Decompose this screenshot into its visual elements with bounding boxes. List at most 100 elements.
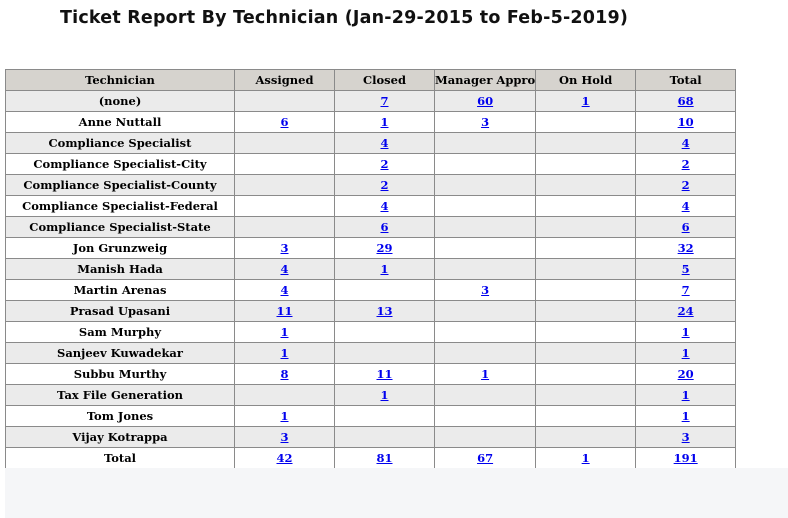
total-count-link[interactable]: 20 <box>677 367 694 381</box>
on-hold-cell <box>535 153 637 175</box>
total-cell: 4 <box>635 132 737 154</box>
table-row: Manish Hada 4 1 5 <box>5 258 737 280</box>
assigned-cell <box>234 195 335 217</box>
assigned-count-link[interactable]: 3 <box>280 430 289 444</box>
manager-appro-count-link[interactable]: 60 <box>477 94 494 108</box>
closed-count-link[interactable]: 6 <box>380 220 389 234</box>
total-cell: 68 <box>635 90 737 112</box>
manager-appro-cell: 1 <box>433 363 537 385</box>
technician-name-cell: Sam Murphy <box>5 321 235 343</box>
closed-count-link[interactable]: 1 <box>380 262 389 276</box>
closed-count-link[interactable]: 4 <box>380 136 389 150</box>
ticket-report-table: Technician Assigned Closed Manager Appro… <box>5 69 737 469</box>
total-count-link[interactable]: 4 <box>681 199 690 213</box>
manager-appro-cell <box>433 321 537 343</box>
total-count-link[interactable]: 7 <box>681 283 690 297</box>
on-hold-cell <box>535 321 637 343</box>
total-cell: 1 <box>635 321 737 343</box>
on-hold-cell <box>535 342 637 364</box>
manager-appro-cell <box>433 174 537 196</box>
total-count-link[interactable]: 32 <box>677 241 694 255</box>
on-hold-cell <box>535 279 637 301</box>
closed-count-link[interactable]: 2 <box>380 157 389 171</box>
closed-count-link[interactable]: 1 <box>380 388 389 402</box>
closed-cell: 2 <box>334 174 435 196</box>
closed-cell: 6 <box>334 216 435 238</box>
assigned-cell: 6 <box>234 111 335 133</box>
manager-appro-count-link[interactable]: 3 <box>481 115 490 129</box>
total-count-link[interactable]: 6 <box>681 220 690 234</box>
column-header-assigned: Assigned <box>234 69 335 91</box>
assigned-count-link[interactable]: 1 <box>280 409 289 423</box>
total-count-link[interactable]: 5 <box>681 262 690 276</box>
total-count-link[interactable]: 24 <box>677 304 694 318</box>
on-hold-count-link[interactable]: 1 <box>581 94 590 108</box>
total-total-cell: 191 <box>635 447 737 469</box>
total-count-link[interactable]: 1 <box>681 325 690 339</box>
assigned-count-link[interactable]: 1 <box>280 346 289 360</box>
report-title: Ticket Report By Technician (Jan-29-2015… <box>60 8 629 28</box>
technician-name-cell: Martin Arenas <box>5 279 235 301</box>
total-count-link[interactable]: 2 <box>681 157 690 171</box>
table-header-row: Technician Assigned Closed Manager Appro… <box>5 69 737 91</box>
closed-count-link[interactable]: 4 <box>380 199 389 213</box>
closed-cell: 1 <box>334 258 435 280</box>
closed-cell: 29 <box>334 237 435 259</box>
assigned-count-link[interactable]: 1 <box>280 325 289 339</box>
total-total-link[interactable]: 191 <box>673 451 698 465</box>
closed-count-link[interactable]: 1 <box>380 115 389 129</box>
manager-appro-cell <box>433 258 537 280</box>
total-assigned-link[interactable]: 42 <box>276 451 293 465</box>
closed-count-link[interactable]: 2 <box>380 178 389 192</box>
closed-cell: 4 <box>334 195 435 217</box>
manager-appro-cell <box>433 405 537 427</box>
assigned-cell: 11 <box>234 300 335 322</box>
total-count-link[interactable]: 1 <box>681 388 690 402</box>
technician-name-cell: Compliance Specialist-County <box>5 174 235 196</box>
total-count-link[interactable]: 1 <box>681 409 690 423</box>
manager-appro-cell <box>433 384 537 406</box>
technician-name-cell: Compliance Specialist-City <box>5 153 235 175</box>
manager-appro-cell <box>433 153 537 175</box>
table-row: Vijay Kotrappa 3 3 <box>5 426 737 448</box>
total-manager-appro-cell: 67 <box>433 447 537 469</box>
assigned-count-link[interactable]: 3 <box>280 241 289 255</box>
total-count-link[interactable]: 3 <box>681 430 690 444</box>
total-count-link[interactable]: 1 <box>681 346 690 360</box>
table-row: Compliance Specialist-City 2 2 <box>5 153 737 175</box>
manager-appro-cell <box>433 216 537 238</box>
on-hold-cell <box>535 405 637 427</box>
assigned-count-link[interactable]: 4 <box>280 262 289 276</box>
manager-appro-count-link[interactable]: 3 <box>481 283 490 297</box>
technician-name-cell: (none) <box>5 90 235 112</box>
assigned-cell <box>234 174 335 196</box>
assigned-count-link[interactable]: 4 <box>280 283 289 297</box>
closed-cell: 2 <box>334 153 435 175</box>
closed-count-link[interactable]: 13 <box>376 304 393 318</box>
total-count-link[interactable]: 10 <box>677 115 694 129</box>
on-hold-cell <box>535 384 637 406</box>
assigned-count-link[interactable]: 6 <box>280 115 289 129</box>
total-count-link[interactable]: 68 <box>677 94 694 108</box>
closed-count-link[interactable]: 11 <box>376 367 393 381</box>
assigned-cell <box>234 216 335 238</box>
assigned-count-link[interactable]: 8 <box>280 367 289 381</box>
column-header-closed: Closed <box>334 69 435 91</box>
total-count-link[interactable]: 2 <box>681 178 690 192</box>
total-assigned-cell: 42 <box>234 447 335 469</box>
total-on-hold-link[interactable]: 1 <box>581 451 590 465</box>
closed-count-link[interactable]: 29 <box>376 241 393 255</box>
assigned-cell <box>234 90 335 112</box>
on-hold-cell <box>535 132 637 154</box>
total-cell: 2 <box>635 174 737 196</box>
bottom-pane <box>5 468 788 518</box>
table-row: Compliance Specialist-Federal 4 4 <box>5 195 737 217</box>
assigned-count-link[interactable]: 11 <box>276 304 293 318</box>
column-header-manager-appro: Manager Appro <box>433 69 537 91</box>
manager-appro-count-link[interactable]: 1 <box>481 367 490 381</box>
assigned-cell <box>234 153 335 175</box>
total-manager-appro-link[interactable]: 67 <box>477 451 494 465</box>
total-count-link[interactable]: 4 <box>681 136 690 150</box>
total-closed-link[interactable]: 81 <box>376 451 393 465</box>
closed-count-link[interactable]: 7 <box>380 94 389 108</box>
